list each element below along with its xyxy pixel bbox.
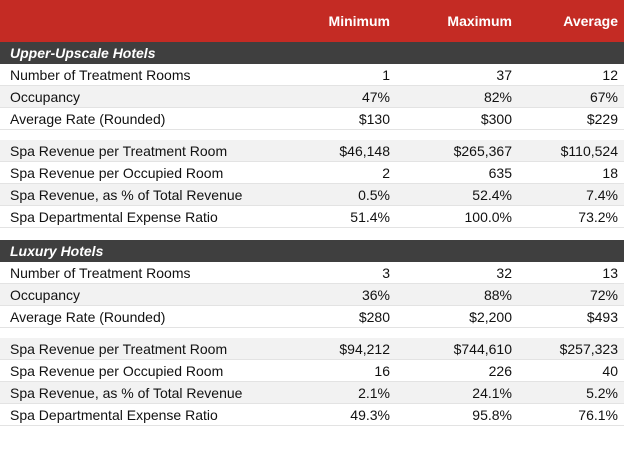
row-label: Average Rate (Rounded)	[10, 110, 166, 127]
cell-minimum: 1	[382, 66, 390, 83]
row-spacer	[0, 328, 624, 338]
table-row: Spa Revenue, as % of Total Revenue 2.1% …	[0, 382, 624, 404]
cell-minimum: $94,212	[339, 340, 390, 357]
row-label: Spa Departmental Expense Ratio	[10, 406, 218, 423]
table-row: Number of Treatment Rooms 1 37 12	[0, 64, 624, 86]
row-label: Average Rate (Rounded)	[10, 308, 166, 325]
header-average: Average	[563, 13, 618, 29]
cell-maximum: 52.4%	[472, 186, 512, 203]
table-row: Spa Revenue per Treatment Room $94,212 $…	[0, 338, 624, 360]
cell-average: 13	[602, 264, 618, 281]
cell-minimum: 0.5%	[358, 186, 390, 203]
table-row: Occupancy 47% 82% 67%	[0, 86, 624, 108]
cell-maximum: 37	[496, 66, 512, 83]
table-row: Spa Revenue per Treatment Room $46,148 $…	[0, 140, 624, 162]
cell-minimum: 49.3%	[350, 406, 390, 423]
table-row: Spa Departmental Expense Ratio 49.3% 95.…	[0, 404, 624, 426]
cell-maximum: 32	[496, 264, 512, 281]
cell-average: 7.4%	[586, 186, 618, 203]
row-label: Number of Treatment Rooms	[10, 66, 191, 83]
header-minimum: Minimum	[328, 13, 390, 29]
row-label: Spa Revenue per Occupied Room	[10, 362, 224, 379]
table-row: Spa Revenue, as % of Total Revenue 0.5% …	[0, 184, 624, 206]
cell-minimum: 51.4%	[350, 208, 390, 225]
row-label: Spa Revenue, as % of Total Revenue	[10, 186, 243, 203]
table-row: Spa Revenue per Occupied Room 16 226 40	[0, 360, 624, 382]
spa-statistics-table: Minimum Maximum Average Upper-Upscale Ho…	[0, 0, 624, 426]
row-label: Spa Revenue, as % of Total Revenue	[10, 384, 243, 401]
cell-minimum: 36%	[361, 286, 390, 303]
cell-maximum: $2,200	[469, 308, 512, 325]
table-row: Average Rate (Rounded) $280 $2,200 $493	[0, 306, 624, 328]
table-row: Spa Revenue per Occupied Room 2 635 18	[0, 162, 624, 184]
cell-average: 18	[602, 164, 618, 181]
cell-minimum: 3	[382, 264, 390, 281]
cell-maximum: 24.1%	[472, 384, 512, 401]
cell-maximum: $744,610	[453, 340, 512, 357]
cell-average: 12	[602, 66, 618, 83]
cell-average: 76.1%	[578, 406, 618, 423]
table-row: Spa Departmental Expense Ratio 51.4% 100…	[0, 206, 624, 228]
cell-average: $493	[586, 308, 618, 325]
table-header: Minimum Maximum Average	[0, 0, 624, 42]
cell-average: 67%	[589, 88, 618, 105]
cell-average: 5.2%	[586, 384, 618, 401]
cell-maximum: 100.0%	[464, 208, 512, 225]
cell-minimum: $46,148	[339, 142, 390, 159]
cell-maximum: 82%	[483, 88, 512, 105]
section-gap	[0, 228, 624, 240]
row-label: Spa Revenue per Occupied Room	[10, 164, 224, 181]
cell-maximum: 95.8%	[472, 406, 512, 423]
cell-minimum: 2.1%	[358, 384, 390, 401]
cell-minimum: 2	[382, 164, 390, 181]
row-spacer	[0, 130, 624, 140]
cell-average: 40	[602, 362, 618, 379]
cell-maximum: 226	[488, 362, 512, 379]
section-title: Upper-Upscale Hotels	[10, 45, 156, 61]
row-label: Spa Departmental Expense Ratio	[10, 208, 218, 225]
cell-minimum: $130	[358, 110, 390, 127]
row-label: Number of Treatment Rooms	[10, 264, 191, 281]
cell-average: 72%	[589, 286, 618, 303]
cell-minimum: 16	[374, 362, 390, 379]
row-label: Occupancy	[10, 88, 81, 105]
row-label: Spa Revenue per Treatment Room	[10, 340, 228, 357]
cell-average: $229	[586, 110, 618, 127]
cell-average: $257,323	[559, 340, 618, 357]
cell-minimum: $280	[358, 308, 390, 325]
row-label: Occupancy	[10, 286, 81, 303]
cell-minimum: 47%	[361, 88, 390, 105]
table-row: Occupancy 36% 88% 72%	[0, 284, 624, 306]
cell-maximum: 88%	[483, 286, 512, 303]
cell-maximum: 635	[488, 164, 512, 181]
cell-average: 73.2%	[578, 208, 618, 225]
section-title: Luxury Hotels	[10, 243, 104, 259]
header-maximum: Maximum	[447, 13, 512, 29]
cell-maximum: $300	[480, 110, 512, 127]
table-row: Number of Treatment Rooms 3 32 13	[0, 262, 624, 284]
cell-average: $110,524	[560, 142, 618, 159]
section-header-luxury: Luxury Hotels	[0, 240, 624, 262]
cell-maximum: $265,367	[453, 142, 512, 159]
row-label: Spa Revenue per Treatment Room	[10, 142, 228, 159]
table-row: Average Rate (Rounded) $130 $300 $229	[0, 108, 624, 130]
section-header-upper-upscale: Upper-Upscale Hotels	[0, 42, 624, 64]
